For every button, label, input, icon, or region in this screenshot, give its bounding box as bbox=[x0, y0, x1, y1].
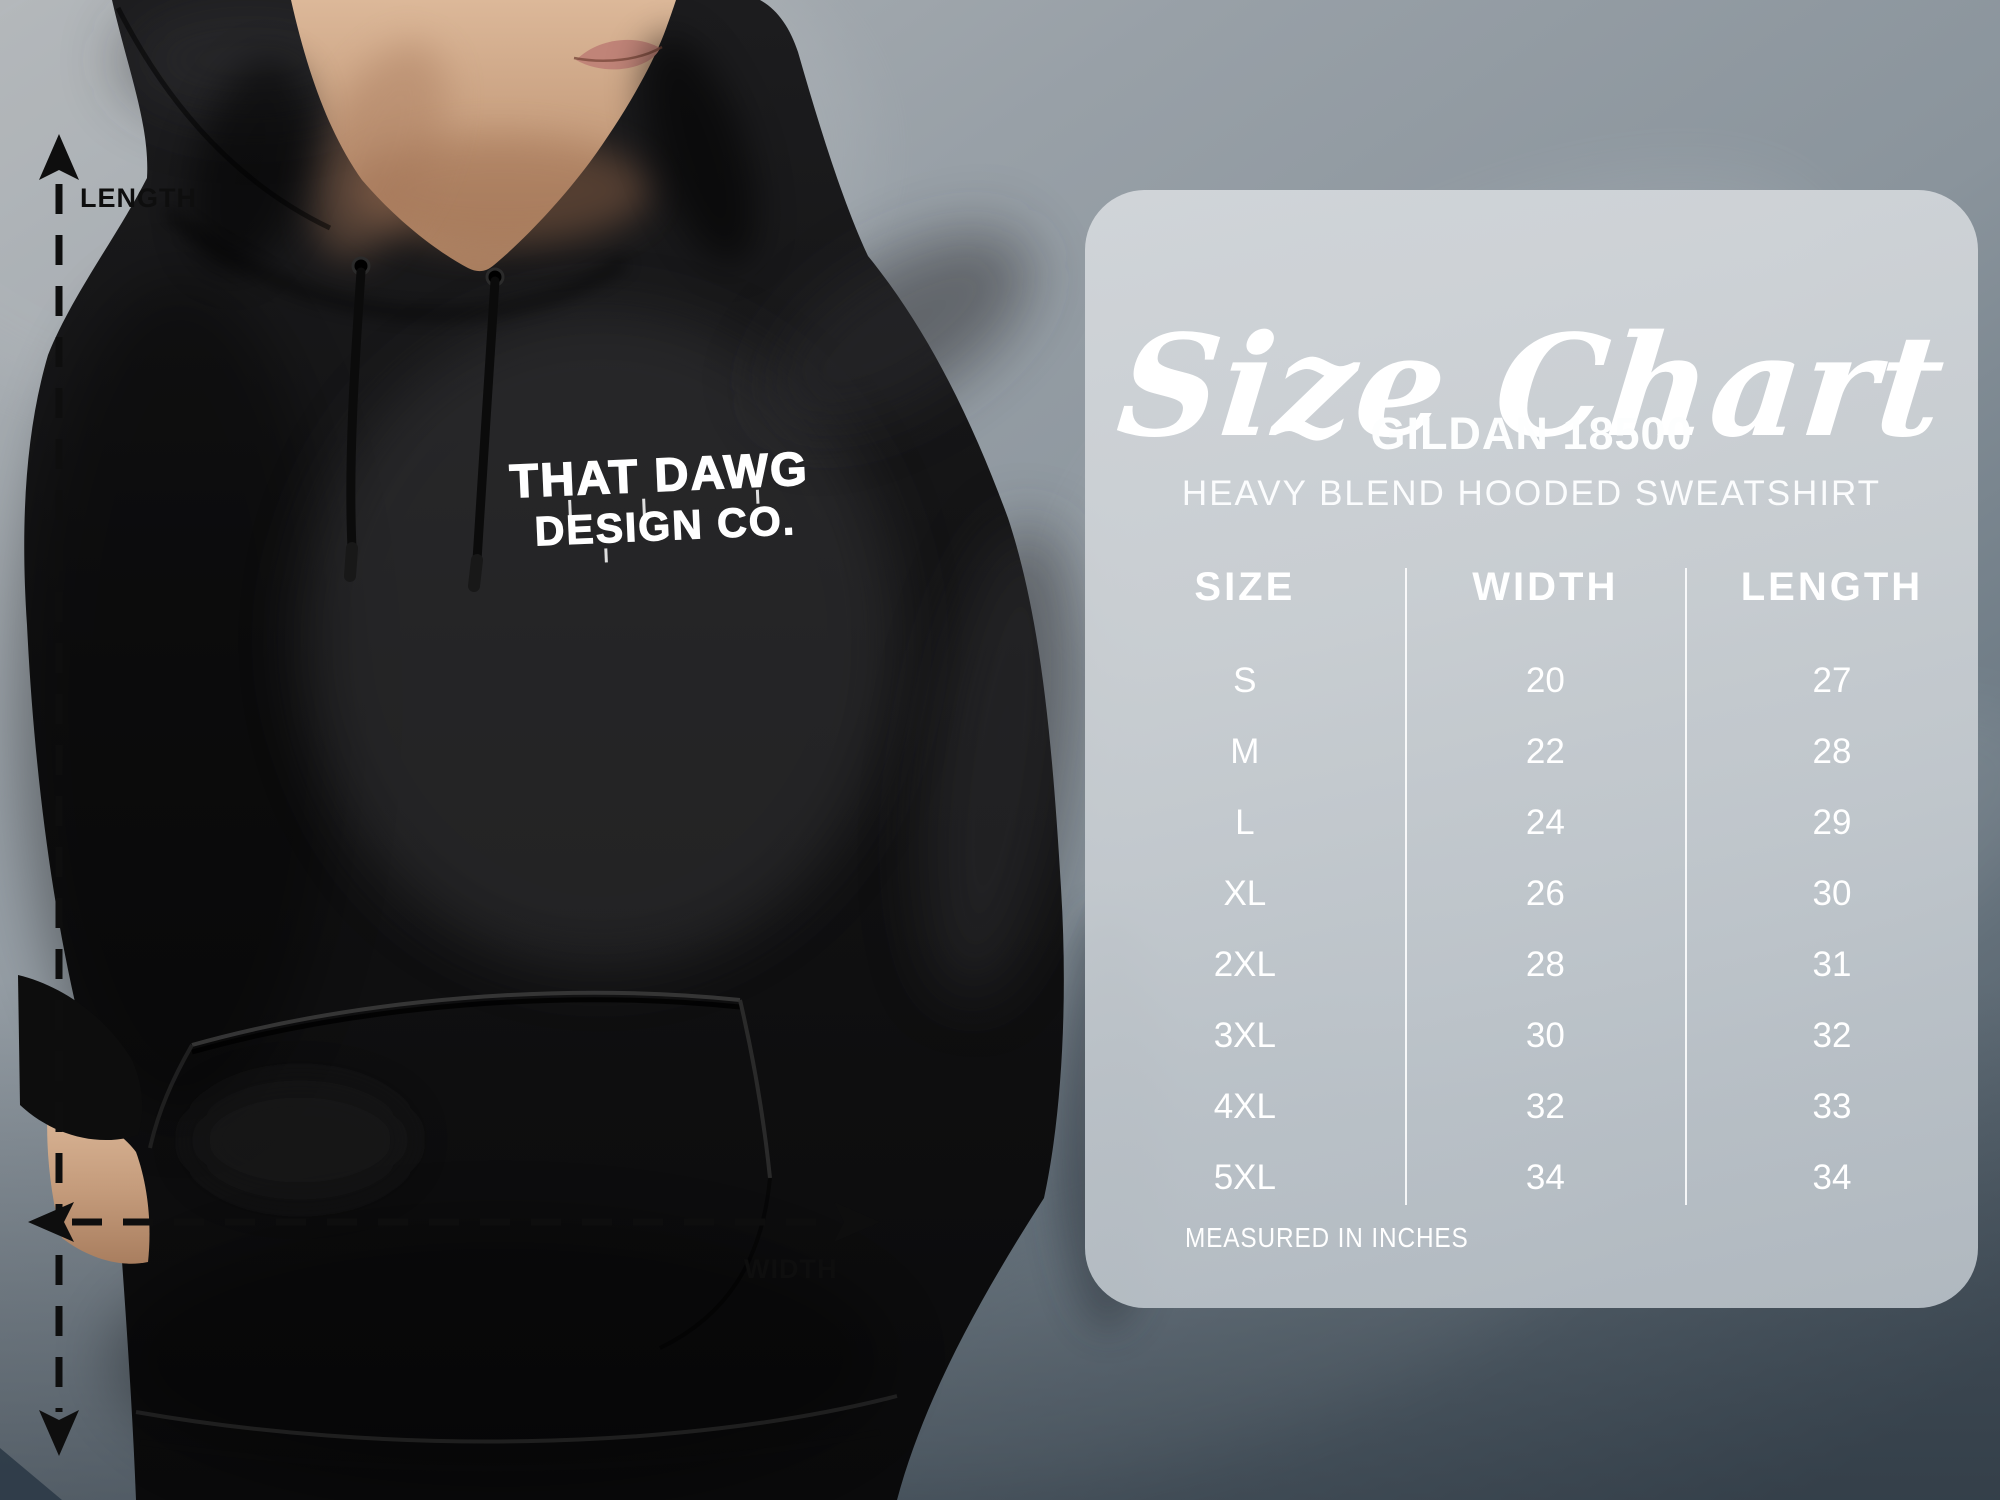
size-chart-panel: Size Chart GILDAN 18500 HEAVY BLEND HOOD… bbox=[1085, 190, 1978, 1308]
hood-inner-shadow-right bbox=[643, 35, 757, 265]
width-cell: 26 bbox=[1525, 873, 1565, 913]
size-cell: M bbox=[1230, 731, 1260, 771]
width-arrowhead-left bbox=[28, 1202, 74, 1242]
length-arrowhead-down bbox=[39, 1410, 79, 1456]
hand-bump bbox=[190, 1080, 410, 1200]
table-row: L 24 29 bbox=[1085, 787, 1978, 858]
length-cell: 27 bbox=[1812, 660, 1852, 700]
size-cell: 3XL bbox=[1213, 1015, 1276, 1055]
length-cell: 28 bbox=[1812, 731, 1852, 771]
width-cell: 22 bbox=[1525, 731, 1565, 771]
collar-seam bbox=[162, 207, 628, 319]
column-divider bbox=[1404, 568, 1407, 1205]
length-cell: 33 bbox=[1812, 1086, 1852, 1126]
logo-drip bbox=[568, 499, 572, 516]
column-divider bbox=[1685, 568, 1688, 1205]
width-cell: 32 bbox=[1525, 1086, 1565, 1126]
measurement-overlay: LENGTH WIDTH bbox=[28, 134, 880, 1456]
size-cell: L bbox=[1235, 802, 1255, 842]
width-label: WIDTH bbox=[744, 1254, 837, 1284]
kangaroo-pocket bbox=[148, 990, 772, 1350]
length-cell: 32 bbox=[1812, 1015, 1852, 1055]
table-row: S 20 27 bbox=[1085, 645, 1978, 716]
hood-edge-fold bbox=[115, 6, 332, 231]
size-cell: 4XL bbox=[1213, 1086, 1276, 1126]
person: THAT DAWG DESIGN CO. bbox=[0, 0, 1077, 1500]
length-cell: 29 bbox=[1812, 802, 1852, 842]
hem-shadow bbox=[139, 1429, 881, 1472]
size-table: SIZE WIDTH LENGTH S 20 27 M 22 28 L 24 2… bbox=[1085, 547, 1978, 1213]
length-label: LENGTH bbox=[80, 183, 197, 213]
size-cell: S bbox=[1233, 660, 1257, 700]
width-cell: 24 bbox=[1525, 802, 1565, 842]
length-cell: 31 bbox=[1812, 944, 1852, 984]
product-code: GILDAN 18500 bbox=[1370, 408, 1693, 459]
product-name: HEAVY BLEND HOODED SWEATSHIRT bbox=[1181, 474, 1882, 513]
hem-seam bbox=[135, 1394, 898, 1444]
length-cell: 30 bbox=[1812, 873, 1852, 913]
table-row: 2XL 28 31 bbox=[1085, 929, 1978, 1000]
table-row: M 22 28 bbox=[1085, 716, 1978, 787]
chest-highlight bbox=[300, 310, 900, 970]
pocket-top-seam bbox=[191, 997, 741, 1055]
pocket-bottom-seam bbox=[659, 1177, 772, 1350]
logo-drip bbox=[604, 548, 608, 563]
column-header-size: SIZE bbox=[1194, 564, 1296, 609]
size-cell: 2XL bbox=[1213, 944, 1276, 984]
sleeve-cuff bbox=[18, 975, 143, 1141]
width-cell: 34 bbox=[1525, 1157, 1565, 1197]
length-arrowhead-up bbox=[39, 134, 79, 180]
shoulder-highlight bbox=[767, 230, 1033, 430]
drawstring-left bbox=[346, 267, 366, 553]
lips bbox=[576, 39, 660, 70]
logo-drip bbox=[642, 498, 647, 521]
width-cell: 28 bbox=[1525, 944, 1565, 984]
table-row: XL 26 30 bbox=[1085, 858, 1978, 929]
jeans-corner bbox=[0, 1448, 62, 1500]
logo-drip bbox=[755, 489, 760, 504]
pocket-right-seam bbox=[738, 999, 772, 1179]
table-row: 3XL 30 32 bbox=[1085, 1000, 1978, 1071]
length-cell: 34 bbox=[1812, 1157, 1852, 1197]
hood-inner-shadow-left bbox=[189, 57, 311, 273]
table-row: 5XL 34 34 bbox=[1085, 1142, 1978, 1213]
pocket-top-seam-highlight bbox=[191, 990, 741, 1047]
column-header-length: LENGTH bbox=[1740, 564, 1924, 609]
width-arrowhead-right bbox=[834, 1202, 880, 1242]
size-cell: 5XL bbox=[1213, 1157, 1276, 1197]
aglet-left bbox=[344, 542, 358, 582]
width-cell: 30 bbox=[1525, 1015, 1565, 1055]
drawstring-right bbox=[472, 276, 500, 565]
neck-side-shadow bbox=[313, 41, 447, 259]
column-header-width: WIDTH bbox=[1472, 564, 1619, 609]
table-header-row: SIZE WIDTH LENGTH bbox=[1085, 547, 1978, 627]
pocket-left-slit bbox=[148, 1044, 194, 1149]
table-row: 4XL 32 33 bbox=[1085, 1071, 1978, 1142]
aglet-right bbox=[468, 554, 483, 592]
sleeve-highlight bbox=[923, 522, 1077, 998]
width-cell: 20 bbox=[1525, 660, 1565, 700]
measurement-footnote: MEASURED IN INCHES bbox=[1185, 1222, 1469, 1253]
fabric-shadow-left bbox=[20, 280, 340, 1120]
size-cell: XL bbox=[1223, 873, 1267, 913]
